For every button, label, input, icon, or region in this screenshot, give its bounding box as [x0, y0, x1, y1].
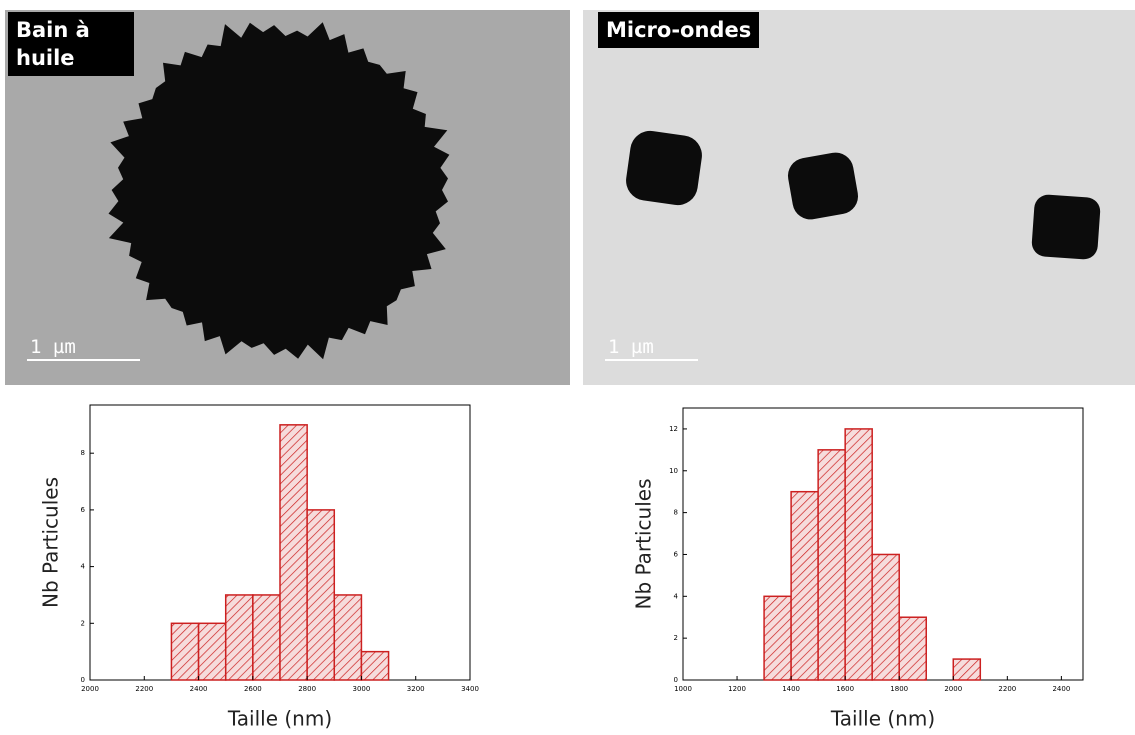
y-tick-label: 4 [81, 563, 86, 571]
x-tick-label: 1800 [890, 685, 908, 693]
scale-bar-label: 1 µm [608, 336, 654, 358]
bar [898, 616, 927, 681]
bar [844, 428, 873, 681]
y-tick-label: 0 [81, 676, 85, 684]
particle [626, 130, 702, 206]
bar [790, 490, 819, 681]
particle [1031, 194, 1101, 260]
y-tick-label: 2 [81, 619, 85, 627]
bar [224, 594, 254, 681]
x-tick-label: 3200 [407, 685, 425, 693]
x-tick-label: 2600 [244, 685, 262, 693]
x-tick-label: 2200 [998, 685, 1016, 693]
y-tick-label: 10 [669, 467, 678, 475]
bar [333, 594, 363, 681]
bar [252, 594, 281, 681]
x-tick-label: 2000 [944, 685, 962, 693]
y-tick-label: 0 [674, 676, 678, 684]
x-tick-label: 1400 [782, 685, 800, 693]
image-label: Bain à huile [8, 12, 134, 76]
y-tick-label: 8 [674, 509, 678, 517]
y-tick-label: 6 [674, 550, 679, 558]
y-tick-label: 2 [674, 634, 678, 642]
x-axis-label: Taille (nm) [227, 707, 332, 731]
particle [108, 22, 450, 360]
bar [306, 509, 336, 681]
x-tick-label: 2400 [1052, 685, 1070, 693]
bar [360, 650, 390, 681]
x-tick-label: 2200 [135, 685, 153, 693]
x-tick-label: 2400 [190, 685, 208, 693]
bar [952, 658, 982, 681]
y-tick-label: 4 [674, 592, 679, 600]
bar [871, 553, 900, 681]
bar [817, 449, 846, 681]
scale-bar-label: 1 µm [30, 336, 76, 358]
particle [787, 152, 859, 220]
image-label: Micro-ondes [598, 12, 760, 48]
y-axis-label: Nb Particules [632, 478, 656, 609]
x-tick-label: 3000 [353, 685, 371, 693]
x-axis-label: Taille (nm) [830, 707, 935, 731]
x-tick-label: 2800 [298, 685, 316, 693]
x-tick-label: 3400 [461, 685, 479, 693]
y-axis-label: Nb Particules [39, 477, 63, 608]
x-tick-label: 2000 [81, 685, 99, 693]
x-tick-label: 1200 [728, 685, 746, 693]
bar [197, 622, 227, 681]
x-tick-label: 1000 [674, 685, 692, 693]
bar [170, 622, 200, 681]
y-tick-label: 6 [81, 506, 86, 514]
bar [279, 424, 308, 681]
bar [763, 595, 792, 681]
x-tick-label: 1600 [836, 685, 854, 693]
y-tick-label: 8 [81, 449, 85, 457]
y-tick-label: 12 [669, 425, 678, 433]
